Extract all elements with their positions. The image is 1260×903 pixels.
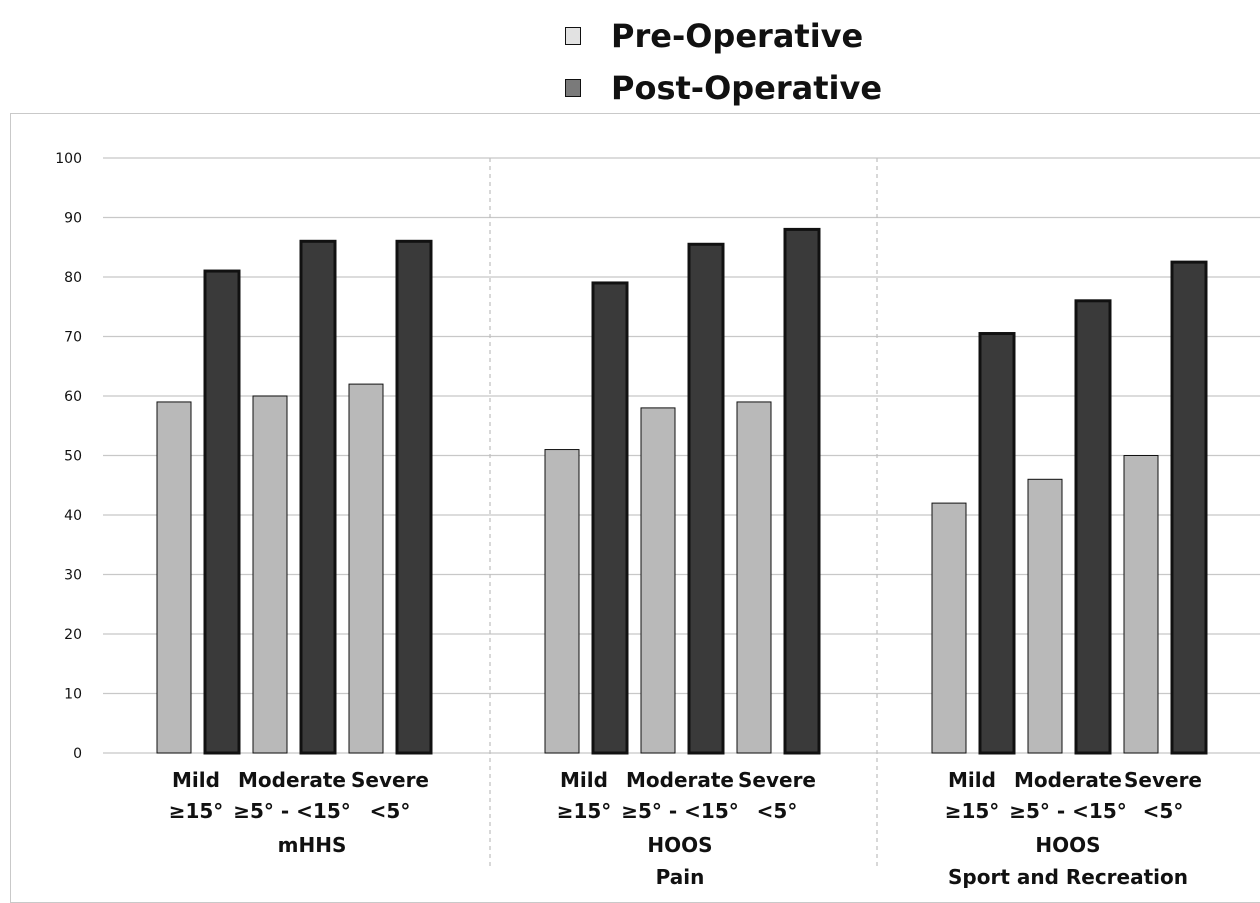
category-label-g2-c2: Moderate <box>626 768 734 792</box>
legend-label-post-operative: Post-Operative <box>611 69 883 107</box>
bar-pre-g2-c1 <box>544 449 580 754</box>
bar-pre-g1-c3 <box>348 383 384 754</box>
bar-pre-g2-c2 <box>640 407 676 754</box>
y-tick-label-10: 10 <box>64 687 82 703</box>
bar-pre-g1-c2 <box>252 395 288 754</box>
category-sublabel-g3-c1: ≥15° <box>945 799 1000 823</box>
y-tick-label-80: 80 <box>64 270 82 286</box>
bar-pre-g1-c1 <box>156 401 192 754</box>
y-tick-label-40: 40 <box>64 508 82 524</box>
y-tick-label-60: 60 <box>64 389 82 405</box>
category-sublabel-g1-c2: ≥5° - <15° <box>233 799 351 823</box>
group-label-g3-1: HOOS <box>1035 833 1100 857</box>
bar-post-g2-c2 <box>687 242 725 755</box>
bar-post-g2-c3 <box>783 227 821 755</box>
category-sublabel-g1-c3: <5° <box>370 799 411 823</box>
bar-pre-g3-c1 <box>931 502 967 754</box>
y-tick-label-70: 70 <box>64 330 82 346</box>
bar-post-g1-c2 <box>299 239 337 755</box>
legend-swatch-post-operative <box>565 79 581 97</box>
bar-post-g3-c3 <box>1170 260 1208 755</box>
category-sublabel-g3-c2: ≥5° - <15° <box>1009 799 1127 823</box>
category-label-g3-c1: Mild <box>948 768 996 792</box>
legend-swatch-pre-operative <box>565 27 581 45</box>
category-sublabel-g2-c2: ≥5° - <15° <box>621 799 739 823</box>
y-tick-label-90: 90 <box>64 211 82 227</box>
group-label-g2-1: HOOS <box>647 833 712 857</box>
category-label-g1-c2: Moderate <box>238 768 346 792</box>
bar-pre-g3-c2 <box>1027 478 1063 754</box>
category-label-g1-c3: Severe <box>351 768 429 792</box>
y-tick-label-100: 100 <box>55 151 82 167</box>
bar-post-g3-c2 <box>1074 299 1112 755</box>
category-sublabel-g2-c3: <5° <box>757 799 798 823</box>
group-label-g1-1: mHHS <box>278 833 347 857</box>
bar-post-g3-c1 <box>978 332 1016 755</box>
category-sublabel-g1-c1: ≥15° <box>169 799 224 823</box>
category-label-g3-c3: Severe <box>1124 768 1202 792</box>
category-sublabel-g2-c1: ≥15° <box>557 799 612 823</box>
category-label-g2-c1: Mild <box>560 768 608 792</box>
legend-item-post-operative: Post-Operative <box>565 68 882 108</box>
bar-post-g1-c3 <box>395 239 433 755</box>
bar-pre-g3-c3 <box>1123 455 1159 754</box>
category-sublabel-g3-c3: <5° <box>1143 799 1184 823</box>
y-tick-label-0: 0 <box>73 746 82 762</box>
bar-pre-g2-c3 <box>736 401 772 754</box>
legend-item-pre-operative: Pre-Operative <box>565 16 863 56</box>
y-tick-label-50: 50 <box>64 449 82 465</box>
group-label-g2-2: Pain <box>656 865 705 888</box>
y-tick-label-30: 30 <box>64 568 82 584</box>
legend-label-pre-operative: Pre-Operative <box>611 17 864 55</box>
bar-post-g2-c1 <box>591 281 629 755</box>
y-tick-label-20: 20 <box>64 627 82 643</box>
bar-post-g1-c1 <box>203 269 241 755</box>
legend: Pre-Operative Post-Operative <box>565 12 985 112</box>
category-label-g2-c3: Severe <box>738 768 816 792</box>
group-label-g3-2: Sport and Recreation <box>948 865 1188 888</box>
category-label-g1-c1: Mild <box>172 768 220 792</box>
category-label-g3-c2: Moderate <box>1014 768 1122 792</box>
